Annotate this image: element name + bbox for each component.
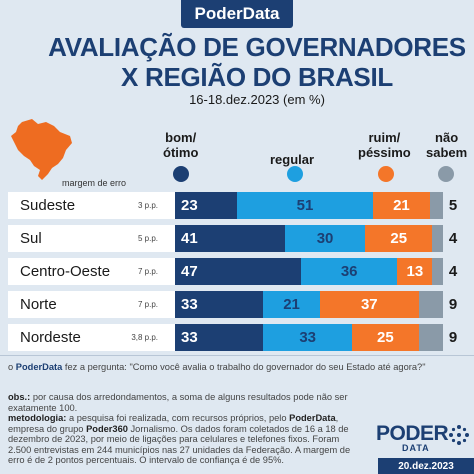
bar-segment-ruim_pessimo xyxy=(397,258,433,285)
divider xyxy=(0,355,474,356)
bar-segment-regular xyxy=(284,225,366,252)
data-label-nao-sabem: 5 xyxy=(448,197,458,214)
category-label: Nordeste xyxy=(20,329,81,346)
data-label-regular: 21 xyxy=(283,296,300,313)
margin-label: 7 p.p. xyxy=(137,267,158,276)
brazil-map-icon xyxy=(11,119,72,180)
chart-row: Norte 7 p.p. 33 21 37 xyxy=(8,291,443,318)
bar-segment-bom_otimo xyxy=(175,192,237,219)
brand-tab: PoderData xyxy=(181,0,293,28)
margem-header: margem de erro xyxy=(62,178,127,188)
chart-row: Sul 5 p.p. 41 30 25 xyxy=(8,225,443,252)
pergunta-text: o PoderData fez a pergunta: "Como você a… xyxy=(8,362,426,372)
legend-bom-otimo-label: bom/ ótimo xyxy=(163,130,199,160)
legend-regular-dot xyxy=(287,166,303,182)
legend-regular-label: regular xyxy=(270,152,315,167)
bar-segment-nao_sabem xyxy=(429,192,443,219)
chart-subtitle: 16-18.dez.2023 (em %) xyxy=(189,92,325,107)
data-label-nao-sabem: 4 xyxy=(448,263,458,280)
legend-ruim-pessimo-dot xyxy=(378,166,394,182)
data-label-regular: 51 xyxy=(296,197,314,214)
bar-segment-nao_sabem xyxy=(432,258,443,285)
bar-segment-ruim_pessimo xyxy=(365,225,433,252)
chart-row: Sudeste 3 p.p. 23 51 21 xyxy=(8,192,443,219)
category-label: Norte xyxy=(20,296,57,313)
data-label-nao-sabem: 9 xyxy=(448,296,458,313)
data-label-regular: 30 xyxy=(316,230,334,247)
legend-ruim-pessimo-label: ruim/ péssimo xyxy=(358,130,411,160)
chart-title: AVALIAÇÃO DE GOVERNADORES xyxy=(48,32,466,62)
data-label-ruim_pessimo: 25 xyxy=(377,329,394,346)
data-label-nao-sabem: 4 xyxy=(448,230,458,247)
poderdata-logo: PODER DATA xyxy=(372,422,472,458)
data-label-ruim_pessimo: 13 xyxy=(406,263,424,280)
category-label: Sul xyxy=(20,230,42,247)
notes: obs.: por causa dos arredondamentos, a s… xyxy=(8,392,351,465)
data-label-bom_otimo: 33 xyxy=(181,329,198,346)
bar-segment-ruim_pessimo xyxy=(351,324,419,351)
stacked-bar: 23 51 21 xyxy=(175,192,443,219)
stacked-bar: 33 21 37 xyxy=(175,291,443,318)
category-label: Sudeste xyxy=(20,197,76,214)
legend-bom-otimo-dot xyxy=(173,166,189,182)
chart-row: Centro-Oeste 7 p.p. 47 36 13 xyxy=(8,258,443,285)
data-label-ruim_pessimo: 21 xyxy=(393,197,410,214)
data-label-ruim_pessimo: 37 xyxy=(360,296,378,313)
legend-nao-sabem-dot xyxy=(438,166,454,182)
bar-segment-bom_otimo xyxy=(175,225,285,252)
data-label-bom_otimo: 23 xyxy=(181,197,198,214)
chart-row: Nordeste 3,8 p.p. 33 33 25 xyxy=(8,324,443,351)
stacked-bar: 47 36 13 xyxy=(175,258,443,285)
bar-segment-nao_sabem xyxy=(418,324,443,351)
bar-segment-bom_otimo xyxy=(175,258,301,285)
bar-segment-regular xyxy=(263,324,352,351)
data-label-regular: 33 xyxy=(299,329,316,346)
bar-segment-regular xyxy=(300,258,398,285)
bar-segment-ruim_pessimo xyxy=(319,291,419,318)
bar-segment-regular xyxy=(263,291,320,318)
chart-title-line2: X REGIÃO DO BRASIL xyxy=(121,62,393,92)
stacked-bar: 41 30 25 xyxy=(175,225,443,252)
bar-segment-regular xyxy=(236,192,374,219)
margin-label: 7 p.p. xyxy=(137,300,158,309)
bar-segment-nao_sabem xyxy=(418,291,443,318)
category-label: Centro-Oeste xyxy=(20,263,111,280)
margin-label: 3,8 p.p. xyxy=(131,333,158,342)
data-label-nao-sabem: 9 xyxy=(448,329,458,346)
data-label-bom_otimo: 41 xyxy=(181,230,198,247)
data-label-bom_otimo: 33 xyxy=(181,296,198,313)
margin-label: 3 p.p. xyxy=(137,201,158,210)
date-tab: 20.dez.2023 xyxy=(378,458,474,474)
bar-segment-nao_sabem xyxy=(432,225,443,252)
margin-label: 5 p.p. xyxy=(137,234,158,243)
bar-segment-bom_otimo xyxy=(175,324,264,351)
bar-segment-ruim_pessimo xyxy=(373,192,430,219)
data-label-ruim_pessimo: 25 xyxy=(390,230,408,247)
data-label-bom_otimo: 47 xyxy=(181,263,198,280)
data-label-regular: 36 xyxy=(340,263,358,280)
stacked-bar: 33 33 25 xyxy=(175,324,443,351)
bar-segment-bom_otimo xyxy=(175,291,264,318)
legend-nao-sabem-label: não sabem xyxy=(426,130,468,160)
